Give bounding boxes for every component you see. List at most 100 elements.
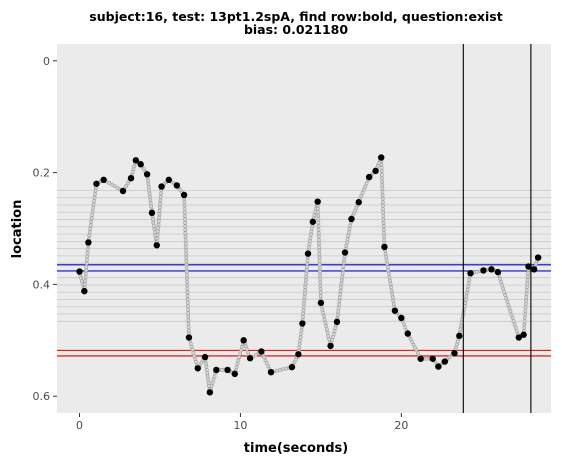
fixation-point (429, 355, 436, 362)
gaze-sample (83, 278, 88, 283)
gaze-sample (525, 274, 530, 279)
fixation-point (240, 337, 247, 344)
gaze-sample (522, 319, 527, 323)
gaze-sample (508, 309, 513, 314)
gaze-sample (182, 206, 187, 211)
gaze-sample (156, 226, 161, 230)
gaze-sample (185, 279, 189, 284)
gaze-sample (317, 248, 322, 253)
gaze-sample (338, 292, 343, 297)
gaze-sample (386, 268, 391, 273)
gaze-sample (85, 257, 89, 262)
vertical-lines (462, 44, 532, 413)
gaze-sample (151, 223, 156, 228)
gaze-sample (297, 345, 302, 350)
gaze-sample (316, 224, 321, 228)
gaze-sample (320, 307, 325, 312)
gaze-sample (284, 366, 288, 371)
fixation-point (201, 353, 209, 361)
fixation-point (85, 239, 92, 246)
y-tick-label: 0 (43, 55, 50, 68)
gaze-sample (184, 255, 189, 260)
gaze-sample (388, 281, 393, 286)
fixation-point (127, 174, 135, 182)
gaze-sample (332, 328, 337, 333)
gaze-sample (239, 345, 244, 349)
gaze-sample (336, 306, 341, 310)
fixation-point (173, 182, 181, 189)
fixation-point (372, 167, 379, 175)
gaze-sample (316, 234, 321, 239)
gaze-sample (463, 300, 468, 305)
gaze-sample (509, 312, 514, 317)
gaze-sample (151, 217, 155, 222)
fixation-point (378, 154, 385, 161)
gaze-sample (308, 235, 313, 240)
gaze-sample (148, 194, 152, 199)
gaze-sample (459, 324, 463, 328)
gaze-sample (380, 193, 385, 198)
gaze-sample (318, 273, 322, 277)
gaze-sample (183, 245, 188, 250)
gaze-sample (266, 364, 271, 369)
gaze-sample (212, 374, 217, 379)
gaze-sample (388, 278, 392, 283)
gaze-sample (384, 258, 389, 263)
gaze-sample (204, 361, 208, 366)
gaze-sample (379, 165, 384, 170)
gaze-sample (325, 330, 330, 335)
gaze-sample (184, 248, 188, 253)
fixation-point (148, 209, 156, 217)
x-tick-label: 20 (394, 419, 408, 432)
gaze-sample (156, 219, 161, 224)
gaze-sample (523, 312, 527, 317)
gaze-sample (91, 206, 96, 210)
gaze-sample (149, 204, 154, 209)
fixation-point (417, 355, 424, 362)
gaze-sample (327, 337, 331, 342)
fixation-point (93, 180, 100, 187)
gaze-sample (157, 212, 162, 217)
gaze-sample (382, 234, 386, 239)
fixation-point (100, 176, 107, 184)
gaze-sample (387, 275, 392, 280)
gaze-sample (379, 169, 384, 174)
gaze-sample (84, 261, 89, 266)
gaze-sample (503, 293, 508, 297)
gaze-sample (211, 377, 216, 382)
gaze-sample (345, 240, 349, 245)
gaze-sample (152, 230, 157, 235)
y-axis-label: location (10, 200, 25, 259)
gaze-sample (326, 334, 331, 338)
gaze-sample (507, 306, 512, 310)
gaze-sample (347, 227, 352, 231)
chart-title-line-1: subject:16, test: 13pt1.2spA, find row:b… (89, 9, 502, 24)
gaze-sample (522, 315, 527, 320)
gaze-sample (525, 278, 530, 283)
gaze-sample (525, 285, 529, 289)
gaze-sample (303, 285, 308, 289)
gaze-sample (302, 298, 307, 303)
gaze-sample (301, 311, 306, 316)
gaze-sample (359, 194, 364, 198)
chart-title-line-2: bias: 0.021180 (244, 22, 348, 37)
gaze-sample (341, 261, 346, 265)
gaze-sample (158, 198, 163, 203)
fixation-point (224, 366, 231, 374)
gaze-sample (360, 190, 365, 195)
fixation-point (467, 270, 474, 277)
gaze-sample (236, 358, 241, 363)
gaze-sample (186, 328, 191, 333)
gaze-sample (185, 276, 189, 281)
gaze-sample (324, 324, 328, 328)
gaze-sample (380, 183, 385, 187)
gaze-sample (278, 368, 282, 372)
gaze-sample (184, 269, 189, 274)
gaze-sample (303, 288, 307, 293)
gaze-sample (380, 200, 385, 205)
fixation-point (327, 342, 334, 350)
gaze-sample (85, 254, 90, 259)
gaze-sample (158, 195, 163, 199)
gaze-sample (402, 322, 406, 327)
